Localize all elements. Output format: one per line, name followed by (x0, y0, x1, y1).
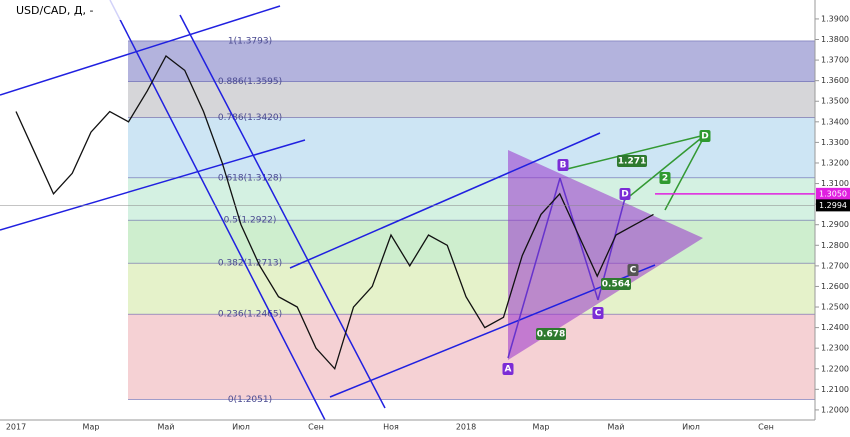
pattern-label-bg (502, 363, 514, 375)
y-tick-label: 1.2600 (821, 282, 849, 291)
pattern-label: D (701, 132, 708, 142)
y-tick-label: 1.3700 (821, 56, 849, 65)
pattern-label-bg (617, 155, 647, 167)
pattern-label: 2 (662, 174, 668, 184)
fib-label: 1(1.3793) (228, 36, 272, 46)
fib-band (128, 220, 815, 264)
fib-label: 0.5(1.2922) (224, 216, 277, 226)
y-tick-label: 1.2500 (821, 303, 849, 312)
x-tick-label: Мар (533, 423, 550, 432)
trend-lines (0, 0, 706, 421)
pattern-label-bg (601, 278, 631, 290)
pattern-label-bg (536, 328, 566, 340)
price-line (15, 54, 654, 371)
x-tick-label: Май (607, 423, 624, 432)
y-tick-label: 1.3300 (821, 138, 849, 147)
price-tag (816, 187, 850, 200)
y-tick-label: 1.3600 (821, 76, 849, 85)
price-tag (816, 199, 850, 212)
fib-label: 0.382(1.2713) (218, 259, 282, 269)
x-tick-label: Мар (83, 423, 100, 432)
pattern-label-bg (659, 172, 671, 184)
fib-band (128, 81, 815, 118)
pattern-label-bg (592, 307, 604, 319)
fib-label: 0.886(1.3595) (218, 77, 282, 87)
y-tick-label: 1.2100 (821, 385, 849, 394)
fib-label: 0.236(1.2465) (218, 310, 282, 320)
price-tag-label: 1.3050 (819, 189, 847, 198)
y-tick-label: 1.2200 (821, 364, 849, 373)
y-tick-label: 1.2300 (821, 344, 849, 353)
x-tick-label: Май (157, 423, 174, 432)
x-tick-label: Июл (682, 423, 700, 432)
x-tick-label: Ноя (383, 423, 399, 432)
fib-label: 0(1.2051) (228, 395, 272, 405)
price-tag-label: 1.2994 (819, 201, 847, 210)
y-tick-label: 1.2700 (821, 261, 849, 270)
pattern-label: D (621, 190, 628, 200)
x-tick-label: Июл (232, 423, 250, 432)
fib-band (128, 177, 815, 221)
pattern-label: A (505, 365, 512, 375)
y-tick-label: 1.3400 (821, 117, 849, 126)
pattern-label: 1.271 (618, 157, 646, 167)
y-tick-label: 1.3500 (821, 97, 849, 106)
y-tick-label: 1.3100 (821, 179, 849, 188)
pattern-label: C (595, 309, 602, 319)
pattern-label: 0.678 (537, 330, 565, 340)
chart-title: USD/CAD, Д, - (16, 4, 93, 17)
pattern-label: 0.564 (602, 280, 630, 290)
fib-label: 0.786(1.3420) (218, 113, 282, 123)
x-tick-label: Сен (758, 423, 774, 432)
pattern-label: B (560, 161, 567, 171)
y-tick-label: 1.3200 (821, 158, 849, 167)
y-tick-label: 1.3900 (821, 14, 849, 23)
pattern-label: C (630, 266, 637, 276)
pattern-label-bg (619, 188, 631, 200)
pattern-label-bg (557, 159, 569, 171)
y-tick-label: 1.2400 (821, 323, 849, 332)
x-tick-label: Сен (308, 423, 324, 432)
fib-band (128, 40, 815, 82)
pattern-label-bg (699, 130, 711, 142)
y-tick-label: 1.2900 (821, 220, 849, 229)
x-tick-label: 2017 (6, 423, 26, 432)
fib-label: 0.618(1.3128) (218, 173, 282, 183)
y-tick-label: 1.2800 (821, 241, 849, 250)
triangle (508, 150, 703, 360)
title-bg (0, 0, 128, 20)
y-tick-label: 1.2000 (821, 405, 849, 414)
y-tick-label: 1.3800 (821, 35, 849, 44)
fib-band (128, 314, 815, 400)
pattern-label-bg (627, 264, 639, 276)
x-tick-label: 2018 (456, 423, 476, 432)
fib-band (128, 117, 815, 178)
